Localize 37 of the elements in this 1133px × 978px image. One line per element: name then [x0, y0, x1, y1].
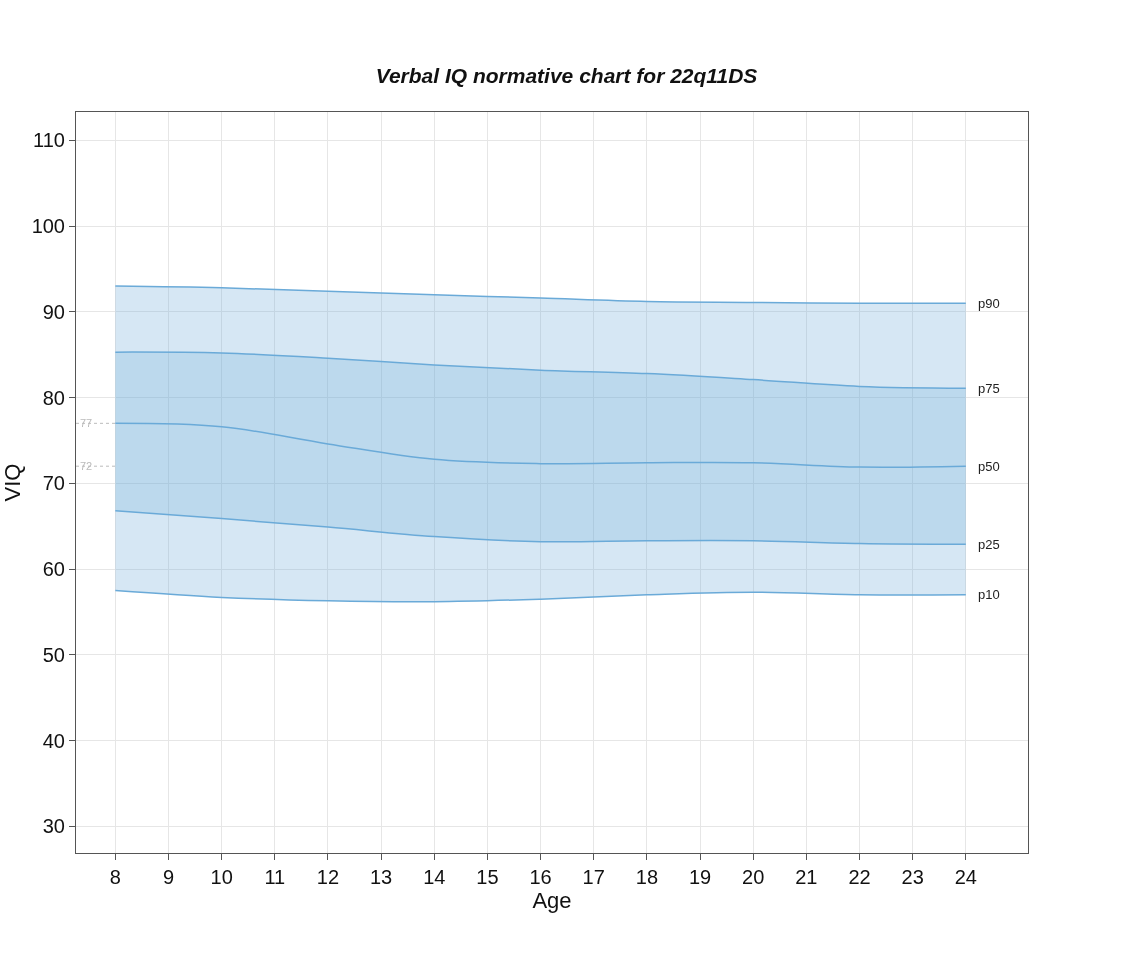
x-tick-label: 23: [901, 866, 924, 888]
x-tick-label: 18: [635, 866, 659, 888]
line-series: [114, 589, 967, 603]
y-tick-label: 40: [42, 729, 65, 752]
ref-line-label: 72: [80, 460, 93, 472]
x-tick-label: 22: [848, 866, 871, 888]
series-label: p25: [978, 537, 1000, 552]
x-tick-label: 24: [954, 866, 977, 888]
series-label: p50: [978, 459, 1000, 474]
x-axis-title: Age: [532, 888, 572, 913]
x-tick-label: 10: [210, 866, 233, 888]
x-tick-label: 11: [264, 866, 286, 888]
x-tick-label: 13: [369, 866, 393, 888]
x-tick-label: 14: [423, 866, 446, 888]
x-tick-label: 21: [795, 866, 818, 888]
ref-line-label: 77: [80, 417, 93, 429]
series-label: p75: [978, 381, 1000, 396]
y-tick-label: 50: [42, 643, 65, 666]
x-tick-label: 17: [582, 866, 605, 888]
chart-title: Verbal IQ normative chart for 22q11DS: [375, 64, 758, 88]
y-tick-label: 100: [31, 215, 65, 238]
y-tick-label: 60: [42, 558, 65, 581]
y-tick-label: 110: [33, 129, 65, 152]
series-label: p10: [978, 587, 1000, 602]
x-tick-label: 20: [742, 866, 765, 888]
series-label: p90: [978, 296, 1000, 311]
x-tick-label: 8: [109, 866, 121, 888]
x-tick-label: 12: [316, 866, 340, 888]
y-axis-title: VIQ: [0, 463, 26, 502]
y-tick-label: 70: [42, 472, 65, 495]
x-tick-label: 9: [162, 866, 175, 888]
y-tick-label: 30: [42, 815, 65, 838]
x-tick-label: 16: [529, 866, 552, 888]
x-tick-label: 19: [688, 866, 712, 888]
y-tick-label: 90: [42, 300, 65, 323]
y-tick-label: 80: [42, 386, 65, 409]
x-tick-label: 15: [476, 866, 499, 888]
